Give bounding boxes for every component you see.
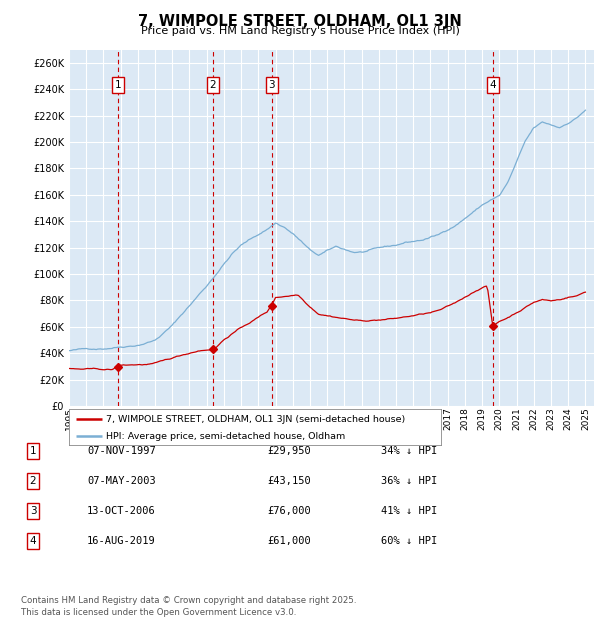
Text: Price paid vs. HM Land Registry's House Price Index (HPI): Price paid vs. HM Land Registry's House … bbox=[140, 26, 460, 36]
Text: 34% ↓ HPI: 34% ↓ HPI bbox=[381, 446, 437, 456]
Text: 3: 3 bbox=[29, 506, 37, 516]
Text: 16-AUG-2019: 16-AUG-2019 bbox=[87, 536, 156, 546]
Text: £43,150: £43,150 bbox=[267, 476, 311, 486]
Text: 2: 2 bbox=[209, 80, 216, 91]
Text: 60% ↓ HPI: 60% ↓ HPI bbox=[381, 536, 437, 546]
Text: £61,000: £61,000 bbox=[267, 536, 311, 546]
Text: 13-OCT-2006: 13-OCT-2006 bbox=[87, 506, 156, 516]
Text: £76,000: £76,000 bbox=[267, 506, 311, 516]
Text: 07-NOV-1997: 07-NOV-1997 bbox=[87, 446, 156, 456]
Text: 4: 4 bbox=[29, 536, 37, 546]
Text: 41% ↓ HPI: 41% ↓ HPI bbox=[381, 506, 437, 516]
Text: 1: 1 bbox=[29, 446, 37, 456]
Text: Contains HM Land Registry data © Crown copyright and database right 2025.
This d: Contains HM Land Registry data © Crown c… bbox=[21, 596, 356, 617]
Text: 4: 4 bbox=[490, 80, 496, 91]
Text: 07-MAY-2003: 07-MAY-2003 bbox=[87, 476, 156, 486]
Text: 7, WIMPOLE STREET, OLDHAM, OL1 3JN: 7, WIMPOLE STREET, OLDHAM, OL1 3JN bbox=[138, 14, 462, 29]
Text: 1: 1 bbox=[115, 80, 121, 91]
Text: HPI: Average price, semi-detached house, Oldham: HPI: Average price, semi-detached house,… bbox=[106, 432, 346, 441]
Text: 2: 2 bbox=[29, 476, 37, 486]
Text: 3: 3 bbox=[268, 80, 275, 91]
Text: £29,950: £29,950 bbox=[267, 446, 311, 456]
Text: 7, WIMPOLE STREET, OLDHAM, OL1 3JN (semi-detached house): 7, WIMPOLE STREET, OLDHAM, OL1 3JN (semi… bbox=[106, 415, 406, 423]
Text: 36% ↓ HPI: 36% ↓ HPI bbox=[381, 476, 437, 486]
